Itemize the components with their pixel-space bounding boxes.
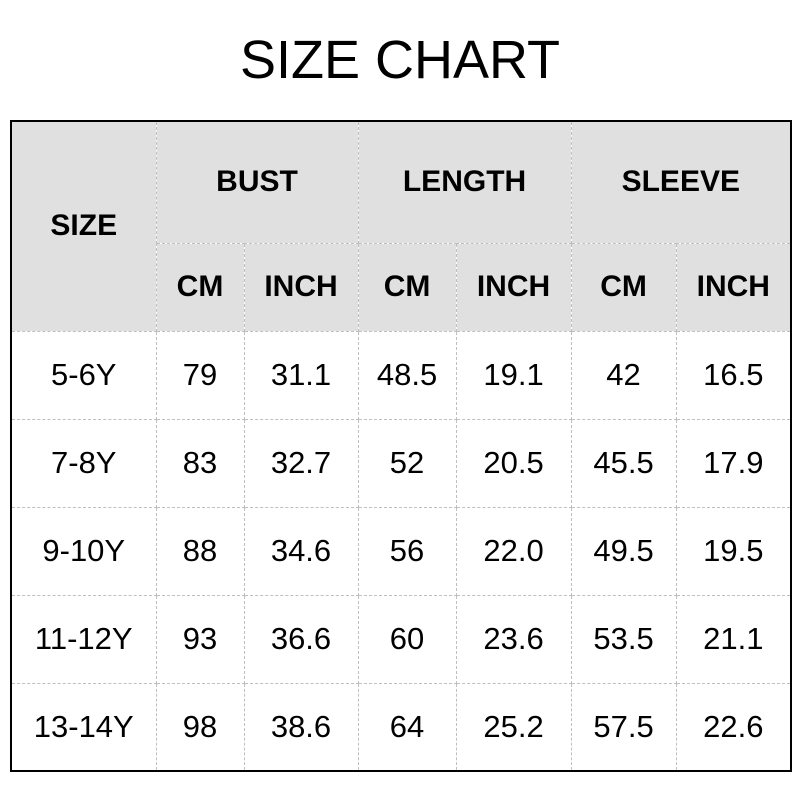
unit-header-bust-inch: INCH [243,242,359,332]
cell-length-cm: 52 [357,418,457,508]
cell-sleeve-cm: 57.5 [570,682,677,772]
cell-bust-inch: 31.1 [243,330,359,420]
cell-size: 9-10Y [10,506,157,596]
unit-header-sleeve-inch: INCH [675,242,792,332]
cell-length-inch: 23.6 [455,594,572,684]
header-unit-row: CM INCH CM INCH CM INCH [11,242,792,332]
cell-length-cm: 64 [357,682,457,772]
unit-header-sleeve-cm: CM [570,242,677,332]
unit-header-length-inch: INCH [455,242,572,332]
cell-length-inch: 19.1 [455,330,572,420]
cell-sleeve-inch: 16.5 [675,330,792,420]
cell-bust-cm: 93 [155,594,245,684]
cell-length-inch: 22.0 [455,506,572,596]
cell-size: 5-6Y [10,330,157,420]
unit-header-length-cm: CM [357,242,457,332]
table-row: 5-6Y 79 31.1 48.5 19.1 42 16.5 [10,330,792,420]
cell-sleeve-cm: 45.5 [570,418,677,508]
table-row: 9-10Y 88 34.6 56 22.0 49.5 19.5 [10,506,792,596]
cell-length-cm: 60 [357,594,457,684]
table-row: 11-12Y 93 36.6 60 23.6 53.5 21.1 [10,594,792,684]
cell-sleeve-inch: 21.1 [675,594,792,684]
cell-sleeve-cm: 53.5 [570,594,677,684]
size-chart-table: SIZE BUST LENGTH SLEEVE CM INCH CM INCH … [10,120,793,772]
cell-sleeve-inch: 19.5 [675,506,792,596]
cell-sleeve-inch: 17.9 [675,418,792,508]
table-row: 13-14Y 98 38.6 64 25.2 57.5 22.6 [10,682,792,772]
column-group-bust: BUST [155,120,359,244]
cell-size: 11-12Y [10,594,157,684]
cell-length-inch: 25.2 [455,682,572,772]
cell-bust-inch: 32.7 [243,418,359,508]
cell-length-cm: 56 [357,506,457,596]
cell-bust-cm: 83 [155,418,245,508]
column-group-length: LENGTH [357,120,572,244]
cell-size: 13-14Y [10,682,157,772]
cell-bust-cm: 88 [155,506,245,596]
cell-sleeve-cm: 49.5 [570,506,677,596]
table-row: 7-8Y 83 32.7 52 20.5 45.5 17.9 [10,418,792,508]
cell-bust-cm: 79 [155,330,245,420]
cell-bust-cm: 98 [155,682,245,772]
column-group-sleeve: SLEEVE [570,120,792,244]
header-group-row: SIZE BUST LENGTH SLEEVE [10,120,792,332]
cell-bust-inch: 38.6 [243,682,359,772]
cell-sleeve-cm: 42 [570,330,677,420]
cell-bust-inch: 36.6 [243,594,359,684]
page-title: SIZE CHART [239,30,561,90]
table-body: 5-6Y 79 31.1 48.5 19.1 42 16.5 7-8Y 83 3… [10,330,792,772]
unit-header-bust-cm: CM [155,242,245,332]
table-header: SIZE BUST LENGTH SLEEVE CM INCH CM INCH … [10,120,792,332]
cell-sleeve-inch: 22.6 [675,682,792,772]
cell-size: 7-8Y [10,418,157,508]
cell-length-inch: 20.5 [455,418,572,508]
column-header-size: SIZE [10,120,157,332]
cell-length-cm: 48.5 [357,330,457,420]
cell-bust-inch: 34.6 [243,506,359,596]
